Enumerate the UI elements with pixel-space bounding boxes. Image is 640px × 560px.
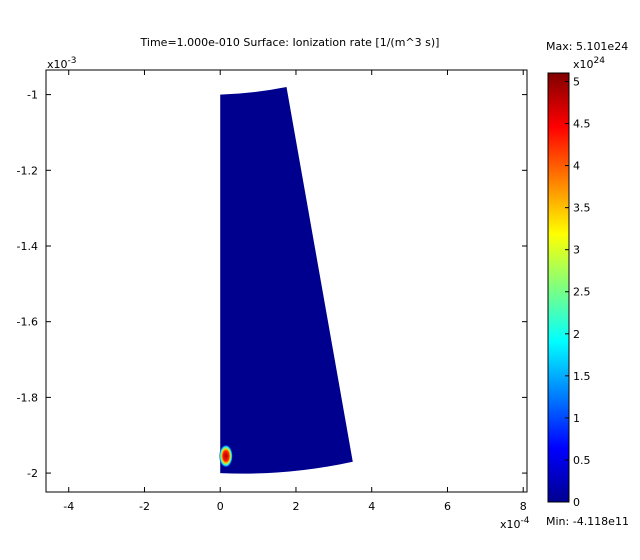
colorbar [547,72,570,503]
colorbar-multiplier: x1024 [573,56,605,71]
y-tick-label: -2 [27,467,38,480]
colorbar-max-label: Max: 5.101e24 [546,40,628,53]
colorbar-min-label: Min: -4.118e11 [546,515,629,528]
colorbar-tick-label: 2.5 [573,286,591,299]
y-tick-label: -1.4 [17,240,38,253]
x-axis-multiplier-exponent: -4 [521,516,530,526]
x-axis-multiplier: x10-4 [500,516,530,531]
x-tick-label: 6 [444,500,451,513]
colorbar-tick-label: 0 [573,496,580,509]
colorbar-tick-label: 5 [573,75,580,88]
colorbar-multiplier-exponent: 24 [594,56,606,66]
y-axis-multiplier: x10-3 [47,56,77,71]
x-tick-label: 8 [520,500,527,513]
x-axis-ticks: -4 -2 0 2 4 6 8 [63,70,527,513]
colorbar-tick-label: 1 [573,412,580,425]
colorbar-tick-label: 3 [573,244,580,257]
x-axis-multiplier-base: x10 [500,518,521,531]
colorbar-tick-label: 1.5 [573,370,591,383]
x-tick-label: -2 [139,500,150,513]
y-axis-multiplier-base: x10 [47,58,68,71]
colorbar-tick-label: 0.5 [573,454,591,467]
colorbar-multiplier-base: x10 [573,58,594,71]
x-tick-label: 2 [292,500,299,513]
colorbar-ticks: 0 0.5 1 1.5 2 2.5 3 3.5 4 4.5 5 [565,75,591,509]
ionization-hot-spot [219,444,233,468]
colorbar-tick-label: 3.5 [573,202,591,215]
y-tick-label: -1.2 [17,164,38,177]
y-axis-ticks: -1 -1.2 -1.4 -1.6 -1.8 -2 [17,89,527,480]
colorbar-tick-label: 4.5 [573,118,591,131]
y-tick-label: -1 [27,89,38,102]
x-tick-label: 0 [217,500,224,513]
chart-title: Time=1.000e-010 Surface: Ionization rate… [140,36,440,49]
colorbar-tick-label: 4 [573,160,580,173]
y-axis-multiplier-exponent: -3 [68,56,77,66]
geometry-domain [220,87,353,474]
x-tick-label: -4 [63,500,74,513]
x-tick-label: 4 [368,500,375,513]
y-tick-label: -1.6 [17,316,38,329]
y-tick-label: -1.8 [17,391,38,404]
colorbar-tick-label: 2 [573,328,580,341]
